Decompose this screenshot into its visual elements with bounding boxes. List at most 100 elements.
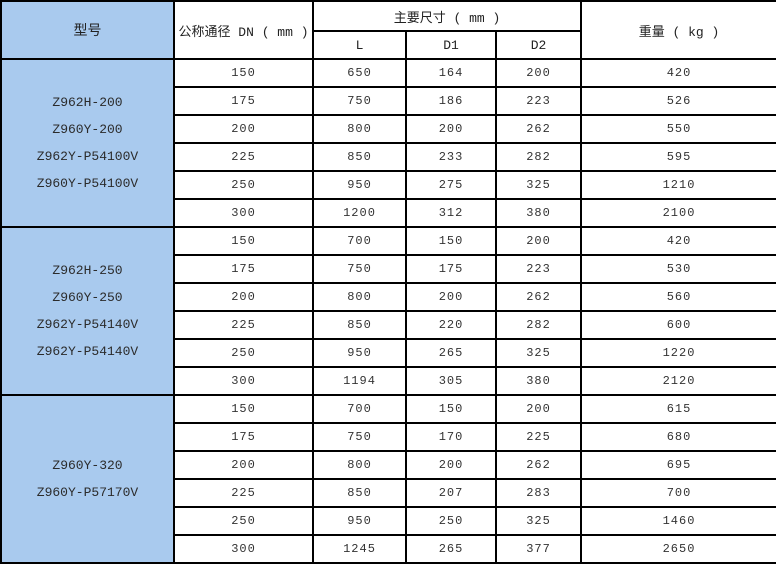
dn-cell: 200: [173, 450, 314, 480]
dn-cell: 150: [173, 394, 314, 424]
dn-cell: 300: [173, 198, 314, 228]
dn-cell: 250: [173, 338, 314, 368]
table-row: 250 950 265 325 1220: [1, 338, 776, 368]
table-row: 175 750 186 223 526: [1, 86, 776, 116]
d2-cell: 283: [495, 478, 582, 508]
weight-cell: 595: [580, 142, 776, 172]
dn-cell: 175: [173, 254, 314, 284]
model-label: Z962Y-P54140V: [36, 344, 139, 359]
table-row: 300 1194 305 380 2120: [1, 366, 776, 396]
d1-cell: 265: [405, 338, 497, 368]
l-cell: 750: [312, 86, 407, 116]
l-cell: 650: [312, 58, 407, 88]
d2-cell: 380: [495, 198, 582, 228]
weight-cell: 600: [580, 310, 776, 340]
header-main-dimensions: 主要尺寸 ( mm ): [312, 0, 582, 32]
d1-cell: 164: [405, 58, 497, 88]
l-cell: 1200: [312, 198, 407, 228]
d1-cell: 233: [405, 142, 497, 172]
dn-cell: 225: [173, 478, 314, 508]
l-cell: 950: [312, 506, 407, 536]
d2-cell: 262: [495, 282, 582, 312]
dn-cell: 300: [173, 366, 314, 396]
weight-cell: 680: [580, 422, 776, 452]
table-body: Z962H-200 Z960Y-200 Z962Y-P54100V Z960Y-…: [0, 58, 776, 564]
header-model: 型号: [0, 0, 175, 60]
d2-cell: 282: [495, 310, 582, 340]
l-cell: 800: [312, 282, 407, 312]
d1-cell: 150: [405, 226, 497, 256]
header-L: L: [312, 30, 407, 60]
table-row: 200 800 200 262 550: [1, 114, 776, 144]
l-cell: 700: [312, 394, 407, 424]
d2-cell: 200: [495, 394, 582, 424]
table-row: 200 800 200 262 695: [1, 450, 776, 480]
model-label: Z960Y-320: [52, 458, 123, 473]
d1-cell: 200: [405, 282, 497, 312]
header-D2: D2: [495, 30, 582, 60]
d1-cell: 312: [405, 198, 497, 228]
dn-cell: 225: [173, 310, 314, 340]
table-row: 250 950 250 325 1460: [1, 506, 776, 536]
weight-cell: 526: [580, 86, 776, 116]
model-label: Z962H-250: [52, 263, 123, 278]
d1-cell: 186: [405, 86, 497, 116]
dn-cell: 200: [173, 114, 314, 144]
weight-cell: 2120: [580, 366, 776, 396]
d1-cell: 175: [405, 254, 497, 284]
table-row: 250 950 275 325 1210: [1, 170, 776, 200]
table-row: Z960Y-320 Z960Y-P57170V 150 700 150 200 …: [0, 394, 776, 564]
header-row-2: L D1 D2: [1, 30, 776, 60]
d2-cell: 223: [495, 86, 582, 116]
d1-cell: 200: [405, 450, 497, 480]
table-row: 175 750 170 225 680: [1, 422, 776, 452]
table-row: 175 750 175 223 530: [1, 254, 776, 284]
l-cell: 850: [312, 478, 407, 508]
dn-cell: 150: [173, 58, 314, 88]
weight-cell: 560: [580, 282, 776, 312]
l-cell: 750: [312, 254, 407, 284]
dn-cell: 250: [173, 170, 314, 200]
model-label: Z960Y-250: [52, 290, 123, 305]
model-label: Z962Y-P54140V: [36, 317, 139, 332]
d2-cell: 377: [495, 534, 582, 564]
l-cell: 700: [312, 226, 407, 256]
header-row-1: 型号 公称通径 DN ( mm ) 主要尺寸 ( mm ) 重量 ( kg ): [0, 0, 776, 60]
d1-cell: 207: [405, 478, 497, 508]
table-row: 300 1200 312 380 2100: [1, 198, 776, 228]
model-label: Z960Y-200: [52, 122, 123, 137]
l-cell: 1245: [312, 534, 407, 564]
table-row: 225 850 220 282 600: [1, 310, 776, 340]
model-label: Z962H-200: [52, 95, 123, 110]
d2-cell: 223: [495, 254, 582, 284]
table-row: Z962H-200 Z960Y-200 Z962Y-P54100V Z960Y-…: [0, 58, 776, 228]
model-label: Z962Y-P54100V: [36, 149, 139, 164]
model-group-cell: Z962H-250 Z960Y-250 Z962Y-P54140V Z962Y-…: [0, 226, 175, 396]
d2-cell: 325: [495, 170, 582, 200]
d2-cell: 262: [495, 114, 582, 144]
l-cell: 950: [312, 170, 407, 200]
d2-cell: 282: [495, 142, 582, 172]
weight-cell: 420: [580, 226, 776, 256]
weight-cell: 2100: [580, 198, 776, 228]
model-group-cell: Z962H-200 Z960Y-200 Z962Y-P54100V Z960Y-…: [0, 58, 175, 228]
header-dn: 公称通径 DN ( mm ): [173, 0, 314, 60]
dn-cell: 250: [173, 506, 314, 536]
d2-cell: 380: [495, 366, 582, 396]
dn-cell: 300: [173, 534, 314, 564]
l-cell: 800: [312, 450, 407, 480]
d2-cell: 200: [495, 58, 582, 88]
d1-cell: 275: [405, 170, 497, 200]
table-row: 225 850 207 283 700: [1, 478, 776, 508]
d1-cell: 200: [405, 114, 497, 144]
model-group-cell: Z960Y-320 Z960Y-P57170V: [0, 394, 175, 564]
d1-cell: 220: [405, 310, 497, 340]
l-cell: 800: [312, 114, 407, 144]
header-D1: D1: [405, 30, 497, 60]
dn-cell: 150: [173, 226, 314, 256]
model-label: Z960Y-P57170V: [36, 485, 139, 500]
dn-cell: 175: [173, 86, 314, 116]
weight-cell: 700: [580, 478, 776, 508]
l-cell: 1194: [312, 366, 407, 396]
